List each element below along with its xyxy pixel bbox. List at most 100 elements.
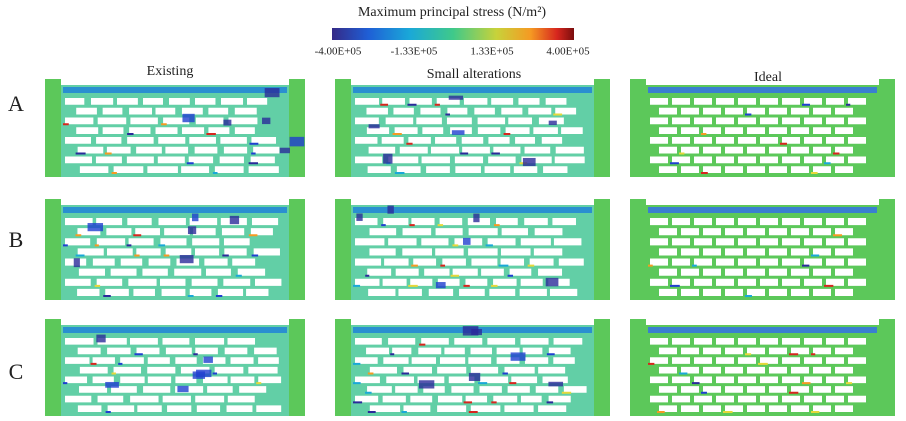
- brick-gap: [694, 279, 712, 286]
- brick-gap: [105, 289, 129, 296]
- stress-spot: [249, 143, 258, 145]
- brick-gap: [149, 259, 171, 266]
- brick-gap: [725, 289, 743, 296]
- brick-gap: [107, 147, 131, 154]
- brick-gap: [412, 357, 436, 364]
- brick-gap: [769, 127, 787, 134]
- stress-patch: [290, 137, 305, 147]
- stress-spot: [692, 382, 700, 384]
- stress-spot: [251, 153, 255, 155]
- brick-gap: [501, 259, 524, 266]
- brick-gap: [835, 127, 853, 134]
- brick-gap: [174, 269, 201, 276]
- brick-gap: [747, 367, 765, 374]
- stress-spot: [393, 133, 402, 135]
- stress-spot: [438, 224, 443, 226]
- brick-gap: [791, 228, 809, 235]
- stress-patch: [230, 216, 239, 224]
- brick-gap: [738, 279, 756, 286]
- brick-gap: [235, 127, 255, 134]
- brick-gap: [485, 166, 511, 173]
- brick-gap: [78, 405, 102, 412]
- brick-gap: [659, 248, 677, 255]
- brick-gap: [478, 127, 500, 134]
- stress-patch: [548, 382, 563, 387]
- stress-spot: [75, 234, 81, 236]
- stress-spot: [249, 234, 258, 236]
- brick-gap: [848, 338, 866, 345]
- brick-gap: [515, 137, 535, 144]
- brick-gap: [826, 238, 844, 245]
- brick-gap: [422, 157, 450, 164]
- brick-gap: [114, 367, 141, 374]
- brick-gap: [760, 259, 778, 266]
- brick-gap: [251, 137, 276, 144]
- brick-gap: [103, 127, 124, 134]
- brick-gap: [716, 98, 734, 105]
- brick-gap: [813, 127, 831, 134]
- brick-gap: [79, 269, 105, 276]
- brick-gap: [747, 248, 765, 255]
- brick-gap: [826, 98, 844, 105]
- brick-gap: [468, 248, 498, 255]
- stress-spot: [63, 244, 68, 246]
- brick-gap: [438, 396, 462, 403]
- brick-gap: [835, 147, 853, 154]
- stress-patch: [177, 386, 188, 392]
- brick-gap: [143, 386, 170, 393]
- brick-gap: [91, 98, 113, 105]
- brick-gap: [725, 147, 743, 154]
- brick-gap: [453, 269, 478, 276]
- brick-gap: [158, 157, 185, 164]
- brick-gap: [411, 218, 434, 225]
- brick-gap: [536, 386, 559, 393]
- stress-spot: [723, 411, 733, 413]
- brick-gap: [813, 228, 831, 235]
- brick-gap: [782, 396, 800, 403]
- brick-gap: [703, 166, 721, 173]
- brick-gap: [760, 279, 778, 286]
- brick-gap: [224, 238, 250, 245]
- brick-gap: [530, 259, 554, 266]
- brick-gap: [469, 228, 498, 235]
- stress-spot: [112, 373, 116, 375]
- brick-gap: [769, 386, 787, 393]
- brick-gap: [813, 289, 831, 296]
- brick-gap: [533, 127, 558, 134]
- brick-gap: [369, 147, 396, 154]
- stress-patch: [449, 96, 463, 100]
- colorbar-tick-label: -4.00E+05: [315, 46, 362, 58]
- brick-gap: [175, 357, 196, 364]
- stress-spot: [193, 353, 197, 355]
- pillar: [879, 79, 895, 177]
- brick-gap: [148, 357, 170, 364]
- brick-gap: [804, 98, 822, 105]
- stress-patch: [192, 214, 198, 222]
- stress-spot: [802, 382, 810, 384]
- stress-patch: [88, 223, 103, 231]
- brick-gap: [681, 248, 699, 255]
- brick-gap: [835, 248, 853, 255]
- brick-gap: [769, 348, 787, 355]
- brick-gap: [747, 147, 765, 154]
- brick-gap: [681, 147, 699, 154]
- brick-gap: [769, 248, 787, 255]
- stress-spot: [206, 133, 215, 135]
- brick-gap: [98, 118, 127, 125]
- brick-gap: [782, 377, 800, 384]
- brick-gap: [355, 259, 381, 266]
- brick-gap: [659, 147, 677, 154]
- stress-spot: [127, 244, 132, 246]
- brick-gap: [388, 338, 415, 345]
- brick-gap: [804, 357, 822, 364]
- stress-spot: [562, 392, 571, 394]
- brick-gap: [716, 377, 734, 384]
- brick-gap: [782, 238, 800, 245]
- brick-gap: [518, 98, 539, 105]
- brick-gap: [163, 338, 190, 345]
- stress-spot: [76, 255, 85, 257]
- brick-gap: [550, 289, 577, 296]
- pillar: [335, 79, 351, 177]
- brick-gap: [791, 147, 809, 154]
- stress-patch: [265, 88, 280, 97]
